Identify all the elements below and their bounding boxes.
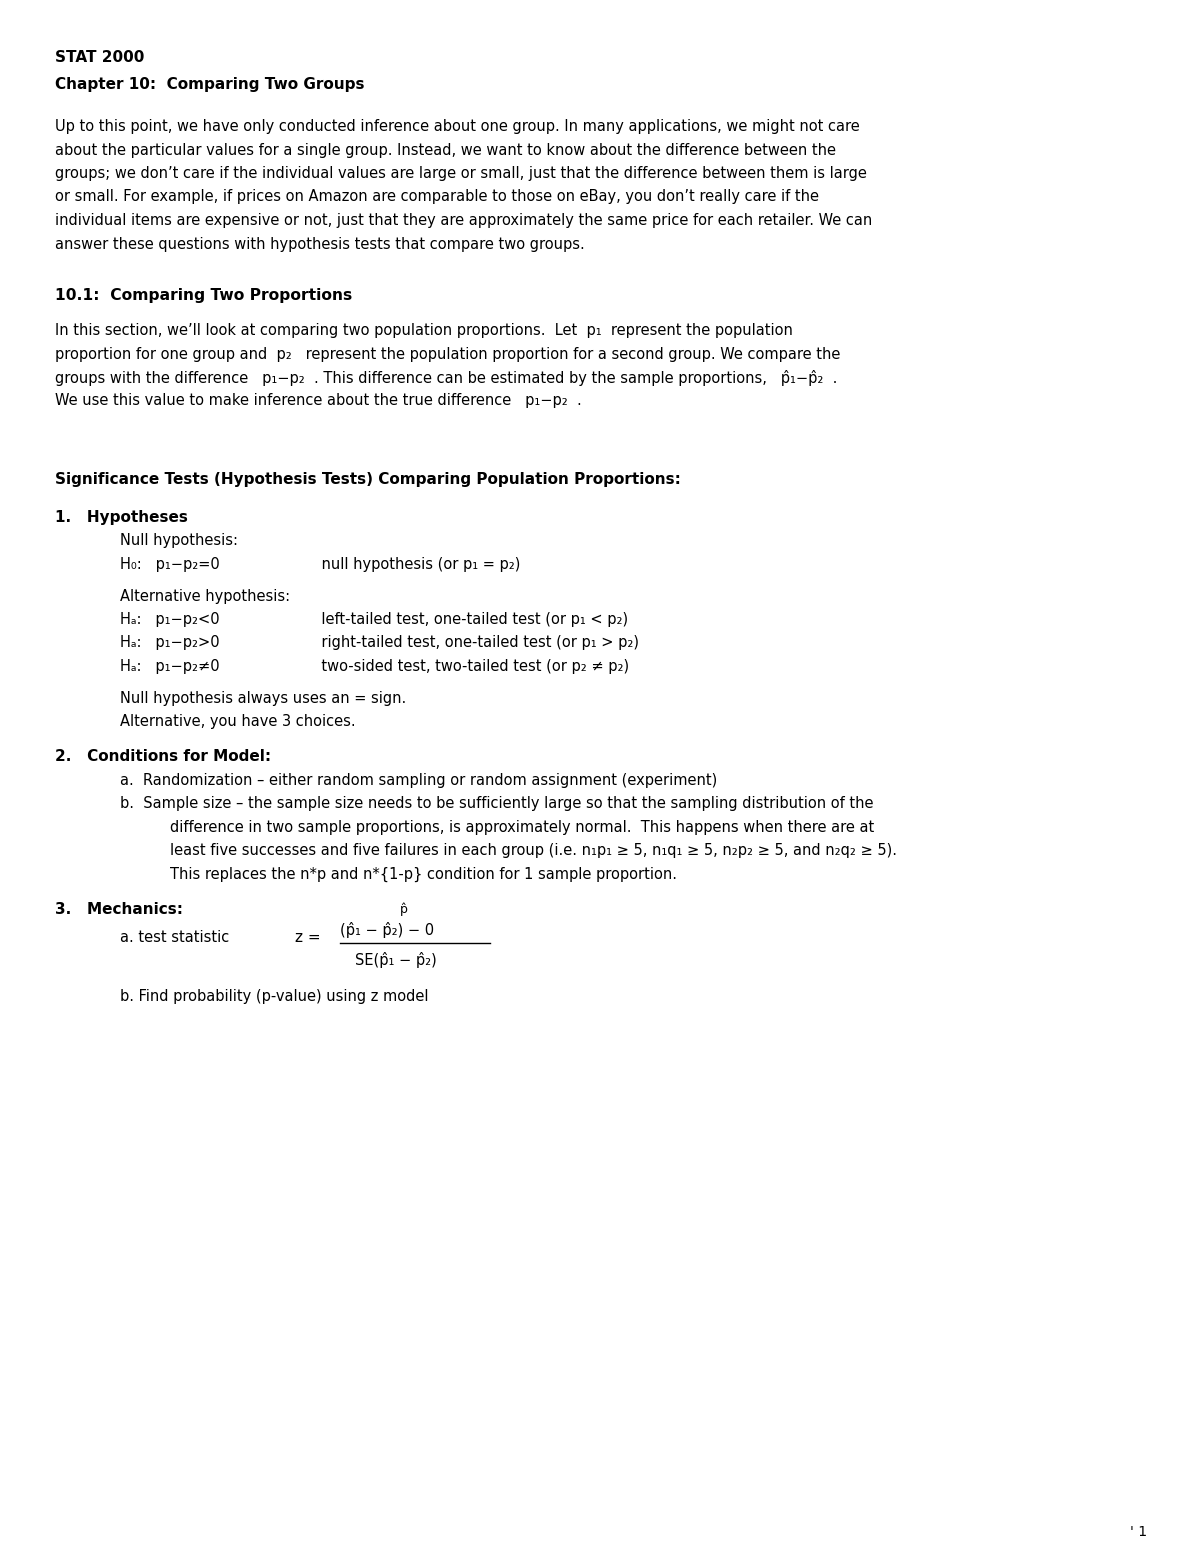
Text: ' 1: ' 1 [1130,1525,1147,1539]
Text: proportion for one group and  p₂   represent the population proportion for a sec: proportion for one group and p₂ represen… [55,346,840,362]
Text: a. test statistic: a. test statistic [120,930,229,944]
Text: or small. For example, if prices on Amazon are comparable to those on eBay, you : or small. For example, if prices on Amaz… [55,189,818,205]
Text: Significance Tests (Hypothesis Tests) Comparing Population Proportions:: Significance Tests (Hypothesis Tests) Co… [55,472,680,488]
Text: 3.   Mechanics:: 3. Mechanics: [55,901,182,916]
Text: about the particular values for a single group. Instead, we want to know about t: about the particular values for a single… [55,143,836,157]
Text: 2.   Conditions for Model:: 2. Conditions for Model: [55,749,271,764]
Text: We use this value to make inference about the true difference   p₁−p₂  .: We use this value to make inference abou… [55,393,582,408]
Text: In this section, we’ll look at comparing two population proportions.  Let  p₁  r: In this section, we’ll look at comparing… [55,323,793,339]
Text: Null hypothesis always uses an = sign.: Null hypothesis always uses an = sign. [120,691,407,705]
Text: p̂: p̂ [400,902,408,916]
Text: a.  Randomization – either random sampling or random assignment (experiment): a. Randomization – either random samplin… [120,772,718,787]
Text: b.  Sample size – the sample size needs to be sufficiently large so that the sam: b. Sample size – the sample size needs t… [120,797,874,811]
Text: z =: z = [295,930,325,944]
Text: Alternative hypothesis:: Alternative hypothesis: [120,589,290,604]
Text: H₀:   p₁−p₂=0                      null hypothesis (or p₁ = p₂): H₀: p₁−p₂=0 null hypothesis (or p₁ = p₂) [120,558,521,572]
Text: Hₐ:   p₁−p₂≠0                      two-sided test, two-tailed test (or p₂ ≠ p₂): Hₐ: p₁−p₂≠0 two-sided test, two-tailed t… [120,658,629,674]
Text: Null hypothesis:: Null hypothesis: [120,534,238,548]
Text: Hₐ:   p₁−p₂<0                      left-tailed test, one-tailed test (or p₁ < p₂: Hₐ: p₁−p₂<0 left-tailed test, one-tailed… [120,612,628,627]
Text: groups with the difference   p₁−p₂  . This difference can be estimated by the sa: groups with the difference p₁−p₂ . This … [55,370,838,387]
Text: STAT 2000: STAT 2000 [55,50,144,65]
Text: individual items are expensive or not, just that they are approximately the same: individual items are expensive or not, j… [55,213,872,228]
Text: groups; we don’t care if the individual values are large or small, just that the: groups; we don’t care if the individual … [55,166,866,182]
Text: 1.   Hypotheses: 1. Hypotheses [55,509,188,525]
Text: SE(p̂₁ − p̂₂): SE(p̂₁ − p̂₂) [355,952,437,968]
Text: least five successes and five failures in each group (i.e. n₁p₁ ≥ 5, n₁q₁ ≥ 5, n: least five successes and five failures i… [170,843,898,857]
Text: answer these questions with hypothesis tests that compare two groups.: answer these questions with hypothesis t… [55,236,584,252]
Text: difference in two sample proportions, is approximately normal.  This happens whe: difference in two sample proportions, is… [170,820,875,834]
Text: Up to this point, we have only conducted inference about one group. In many appl: Up to this point, we have only conducted… [55,120,859,134]
Text: b. Find probability (p-value) using z model: b. Find probability (p-value) using z mo… [120,989,428,1003]
Text: (p̂₁ − p̂₂) − 0: (p̂₁ − p̂₂) − 0 [340,922,434,938]
Text: Chapter 10:  Comparing Two Groups: Chapter 10: Comparing Two Groups [55,78,365,92]
Text: 10.1:  Comparing Two Proportions: 10.1: Comparing Two Proportions [55,287,353,303]
Text: Alternative, you have 3 choices.: Alternative, you have 3 choices. [120,714,355,728]
Text: Hₐ:   p₁−p₂>0                      right-tailed test, one-tailed test (or p₁ > p: Hₐ: p₁−p₂>0 right-tailed test, one-taile… [120,635,640,651]
Text: This replaces the n*p and n*{1-p} condition for 1 sample proportion.: This replaces the n*p and n*{1-p} condit… [170,867,677,882]
